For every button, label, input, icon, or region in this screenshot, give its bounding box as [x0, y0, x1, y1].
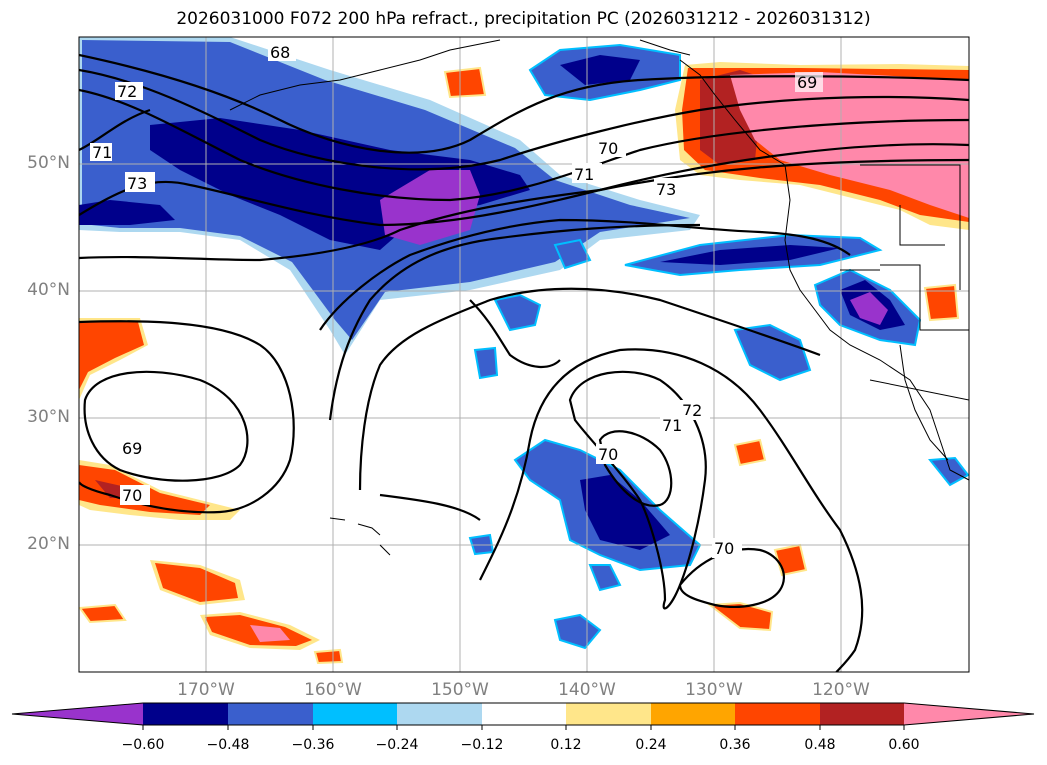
contour-label: 71: [574, 165, 594, 184]
contour-label: 70: [122, 486, 142, 505]
colorbar-tick-label: 0.12: [550, 737, 582, 753]
map-title: 2026031000 F072 200 hPa refract., precip…: [176, 9, 871, 29]
lon-label-170w: 170°W: [177, 680, 235, 700]
colorbar-segment: [566, 703, 651, 725]
contour-lines: [79, 53, 969, 672]
colorbar-tick-label: 0.36: [719, 737, 751, 753]
colorbar-segment: [820, 703, 904, 725]
lon-label-130w: 130°W: [685, 680, 743, 700]
contour-label: 70: [598, 139, 618, 158]
contour-label: 73: [656, 180, 676, 199]
contour-label: 70: [714, 539, 734, 558]
lat-label-50n: 50°N: [27, 153, 70, 173]
contour-label: 73: [127, 174, 147, 193]
colorbar-segment: [482, 703, 566, 725]
lon-label-160w: 160°W: [304, 680, 362, 700]
coastlines: [229, 39, 969, 556]
map-frame: [78, 36, 970, 673]
colorbar-tick-label: 0.48: [804, 737, 836, 753]
colorbar-tick-label: −0.36: [291, 737, 335, 753]
colorbar-tick-label: −0.12: [460, 737, 504, 753]
colorbar-segment: [397, 703, 482, 725]
colorbar-tick-label: −0.48: [206, 737, 250, 753]
contour-label: 71: [92, 143, 112, 162]
lat-label-30n: 30°N: [27, 407, 70, 427]
colorbar-tick-label: −0.24: [375, 737, 419, 753]
colorbar-segment: [651, 703, 735, 725]
lat-label-20n: 20°N: [27, 534, 70, 554]
colorbar-extend-right: [904, 703, 1034, 725]
colorbar-segment: [313, 703, 397, 725]
lon-label-150w: 150°W: [431, 680, 489, 700]
shade-neg-dark: [150, 118, 530, 250]
shade-neg-purple: [380, 170, 480, 245]
contour-label-group: 68 72 71 73 70 71 73 69 72 71 70 69 70: [90, 43, 823, 558]
colorbar: [11, 702, 1035, 730]
colorbar-extend-left: [12, 703, 143, 725]
contour-label: 70: [598, 445, 618, 464]
lon-label-140w: 140°W: [558, 680, 616, 700]
contour-label: 69: [797, 73, 817, 92]
shade-neg-dark-west: [79, 200, 175, 225]
colorbar-segment: [735, 703, 820, 725]
colorbar-segment: [143, 703, 228, 725]
lat-label-40n: 40°N: [27, 280, 70, 300]
contour-label: 69: [122, 439, 142, 458]
colorbar-tick-label: 0.60: [888, 737, 920, 753]
contour-label: 72: [117, 82, 137, 101]
contour-label: 71: [662, 416, 682, 435]
lon-label-120w: 120°W: [812, 680, 870, 700]
colorbar-tick-label: −0.60: [121, 737, 165, 753]
colorbar-tick-label: 0.24: [635, 737, 667, 753]
colorbar-segment: [228, 703, 313, 725]
contour-label: 68: [270, 43, 290, 62]
